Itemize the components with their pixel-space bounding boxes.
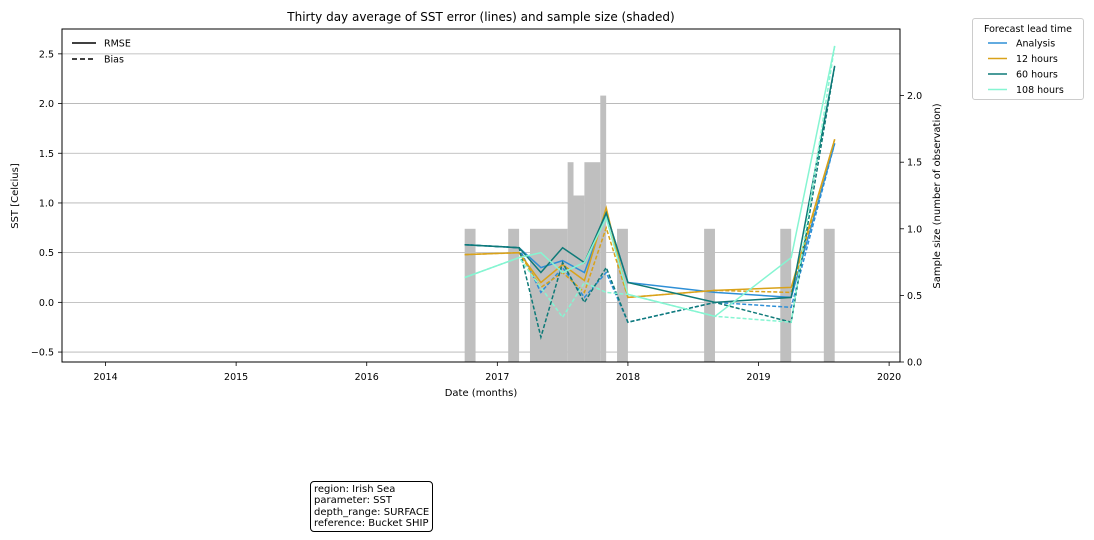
- sample-size-bar: [464, 228, 476, 362]
- sample-size-bar: [823, 228, 835, 362]
- sample-size-bar: [617, 228, 628, 362]
- x-tick-label: 2015: [224, 372, 248, 383]
- series-line-rmse: [464, 143, 836, 299]
- y2-tick-label: 2.0: [907, 91, 922, 102]
- y2-axis-label: Sample size (number of observation): [932, 103, 943, 288]
- legend-label: Analysis: [1016, 39, 1055, 50]
- sample-size-bar: [529, 228, 568, 362]
- legend-title: Forecast lead time: [984, 24, 1072, 35]
- series-line-rmse: [464, 45, 836, 318]
- y2-tick-label: 1.0: [907, 224, 922, 235]
- x-tick-label: 2017: [485, 372, 509, 383]
- series-line-bias: [464, 45, 836, 324]
- y2-tick-label: 1.5: [907, 158, 922, 169]
- plot-area: 2014 2015 2016 2017 2018 2019 2020 −0.5 0.0 0.5 1.…: [31, 28, 922, 383]
- legend-style-label: Bias: [104, 55, 124, 66]
- sample-size-bar: [600, 95, 607, 362]
- legend-label: 60 hours: [1016, 70, 1058, 81]
- series-line-bias: [464, 139, 836, 299]
- sample-size-bar: [508, 228, 520, 362]
- legend-label: 108 hours: [1016, 85, 1064, 96]
- y-tick-label: −0.5: [31, 348, 54, 359]
- x-tick-label: 2014: [93, 372, 117, 383]
- y-tick-label: 2.5: [39, 49, 54, 60]
- legend-label: 12 hours: [1016, 54, 1058, 65]
- series-line-rmse: [464, 65, 836, 304]
- y-tick-label: 1.5: [39, 149, 54, 160]
- y-tick-label: 1.0: [39, 198, 54, 209]
- y-axis-label: SST [Celcius]: [10, 163, 21, 229]
- x-tick-label: 2018: [616, 372, 640, 383]
- sample-size-bar: [584, 162, 601, 362]
- legend-style-label: RMSE: [104, 39, 131, 50]
- x-tick-label: 2019: [746, 372, 770, 383]
- y-tick-label: 0.5: [39, 248, 54, 259]
- y-tick-label: 2.0: [39, 99, 54, 110]
- x-tick-label: 2020: [877, 372, 901, 383]
- series-line-rmse: [464, 139, 836, 299]
- x-tick-label: 2016: [355, 372, 379, 383]
- y2-tick-label: 0.5: [907, 291, 922, 302]
- sample-size-bar: [780, 228, 792, 362]
- y-tick-label: 0.0: [39, 298, 54, 309]
- style-legend: RMSE Bias: [72, 39, 131, 66]
- sample-size-bar: [704, 228, 715, 362]
- plot-frame: [61, 28, 901, 363]
- sample-size-bar: [573, 195, 585, 362]
- y2-tick-label: 0.0: [907, 358, 922, 369]
- series-legend: Forecast lead time Analysis 12 hours 60 hou…: [972, 18, 1084, 100]
- metadata-box: region: Irish Sea parameter: SST depth_r…: [310, 481, 434, 533]
- chart-title: Thirty day average of SST error (lines) …: [286, 10, 674, 24]
- x-axis-label: Date (months): [445, 388, 518, 399]
- sample-size-bar: [567, 162, 574, 362]
- series-line-bias: [464, 65, 836, 341]
